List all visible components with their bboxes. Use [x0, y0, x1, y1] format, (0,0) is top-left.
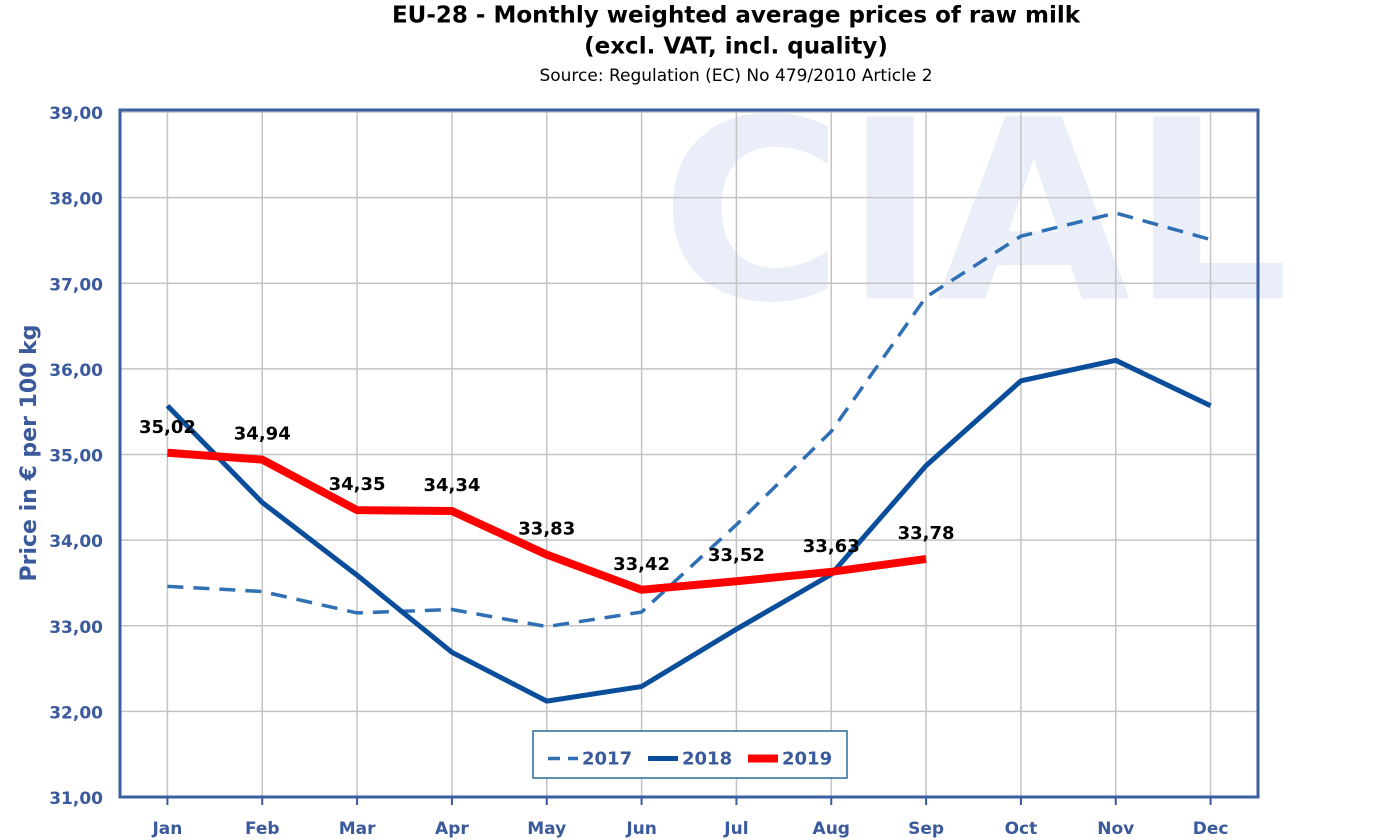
y-tick-label: 35,00	[49, 447, 103, 467]
y-tick-label: 34,00	[49, 532, 103, 552]
watermark: CIAL	[660, 66, 1289, 357]
x-tick-label: May	[527, 819, 566, 839]
x-tick-label: Oct	[1005, 819, 1038, 839]
legend-box	[532, 730, 848, 779]
x-tick-label: Jul	[723, 819, 748, 839]
data-label: 33,83	[518, 519, 575, 540]
x-tick-label: Mar	[339, 819, 376, 839]
x-tick-label: Jan	[151, 819, 182, 839]
data-label: 34,34	[423, 475, 480, 496]
line-series	[165, 357, 1212, 704]
y-tick-label: 36,00	[49, 361, 103, 381]
x-tick-label: Nov	[1097, 819, 1134, 839]
x-tick-label: Aug	[813, 819, 850, 839]
x-tick-label: Sep	[908, 819, 944, 839]
data-label: 33,42	[613, 554, 670, 575]
line-series	[167, 448, 927, 594]
x-tick-label: Feb	[245, 819, 280, 839]
data-label: 35,02	[139, 417, 196, 438]
y-tick-label: 38,00	[49, 190, 103, 210]
plot-border	[118, 108, 1260, 799]
legend-label: 2018	[682, 749, 732, 770]
data-label: 33,63	[803, 536, 860, 557]
data-label: 33,52	[708, 545, 765, 566]
y-tick-label: 32,00	[49, 703, 103, 723]
y-axis-label: Price in € per 100 kg	[17, 324, 42, 581]
y-tick-label: 31,00	[49, 789, 103, 809]
data-label: 34,94	[234, 424, 291, 445]
legend-label: 2017	[582, 749, 632, 770]
data-label: 33,78	[898, 523, 955, 544]
chart-subtitle: (excl. VAT, incl. quality)	[584, 34, 888, 60]
x-tick-label: Apr	[435, 819, 469, 839]
data-label: 34,35	[329, 474, 386, 495]
chart-source: Source: Regulation (EC) No 479/2010 Arti…	[539, 66, 932, 86]
y-tick-label: 37,00	[49, 275, 103, 295]
chart-title: EU-28 - Monthly weighted average prices …	[392, 3, 1081, 29]
legend-label: 2019	[782, 749, 832, 770]
x-tick-label: Jun	[625, 819, 657, 839]
y-tick-label: 39,00	[49, 104, 103, 124]
x-tick-label: Dec	[1193, 819, 1229, 839]
y-tick-label: 33,00	[49, 618, 103, 638]
